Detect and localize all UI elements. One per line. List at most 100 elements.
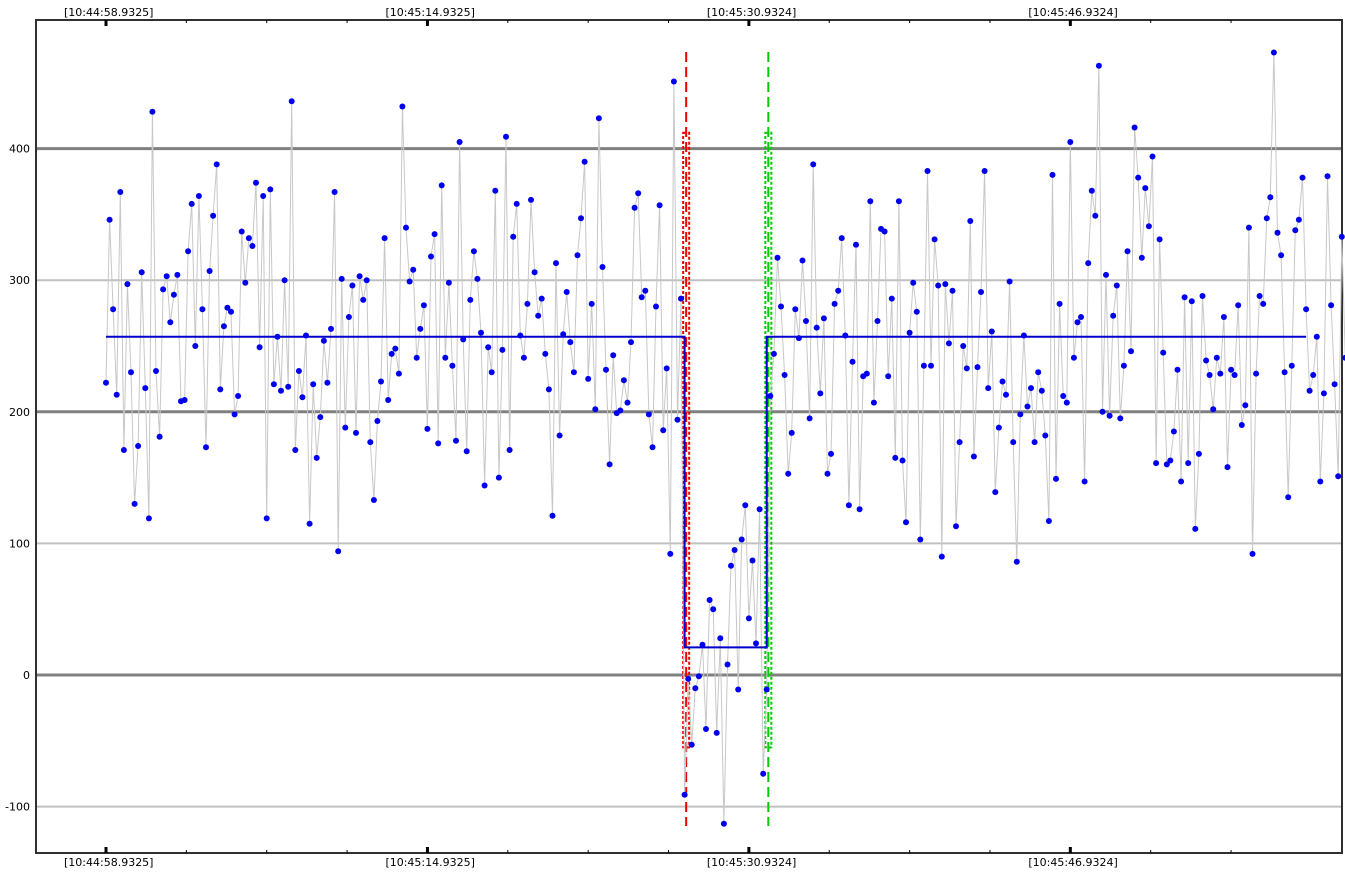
data-point bbox=[631, 204, 638, 211]
data-point bbox=[499, 346, 506, 353]
data-point bbox=[881, 228, 888, 235]
data-point bbox=[1110, 312, 1117, 319]
data-point bbox=[778, 303, 784, 310]
data-point bbox=[442, 354, 449, 361]
data-point bbox=[774, 254, 781, 261]
data-point bbox=[403, 224, 409, 231]
data-point bbox=[1178, 478, 1185, 485]
data-point bbox=[938, 553, 945, 560]
data-point bbox=[599, 264, 606, 270]
data-point bbox=[417, 325, 424, 332]
data-point bbox=[224, 304, 231, 311]
data-point bbox=[260, 193, 267, 199]
data-point bbox=[363, 277, 370, 284]
data-point bbox=[303, 332, 309, 339]
data-point bbox=[1228, 366, 1235, 373]
data-point bbox=[678, 295, 684, 302]
data-point bbox=[763, 686, 770, 693]
data-point bbox=[338, 275, 345, 282]
data-point bbox=[888, 295, 895, 302]
data-point bbox=[563, 289, 570, 295]
data-point bbox=[542, 350, 549, 357]
segment-mean-line bbox=[106, 335, 1307, 649]
data-point bbox=[817, 390, 824, 397]
data-point bbox=[163, 273, 170, 280]
data-point bbox=[585, 375, 592, 382]
data-point bbox=[288, 98, 295, 105]
data-point bbox=[510, 233, 517, 240]
data-point bbox=[420, 302, 427, 309]
data-point bbox=[131, 500, 138, 507]
data-point bbox=[992, 489, 999, 496]
data-point bbox=[899, 457, 906, 464]
data-point bbox=[1035, 369, 1042, 376]
data-point bbox=[167, 319, 174, 326]
data-point bbox=[142, 385, 149, 392]
change-start-band bbox=[682, 131, 691, 749]
data-point bbox=[342, 424, 349, 431]
data-point bbox=[567, 339, 574, 346]
data-point bbox=[1117, 415, 1124, 422]
data-point bbox=[874, 318, 881, 324]
data-point bbox=[1199, 293, 1206, 299]
data-point bbox=[399, 103, 406, 110]
data-point bbox=[1145, 223, 1152, 230]
series-points bbox=[103, 49, 1345, 827]
x-tick-label-bottom: [10:45:30.9324] bbox=[707, 856, 796, 869]
data-point bbox=[1328, 302, 1335, 309]
data-point bbox=[374, 418, 381, 424]
data-point bbox=[1099, 408, 1106, 415]
data-point bbox=[917, 536, 924, 543]
data-point bbox=[506, 447, 513, 453]
data-point bbox=[492, 187, 499, 194]
data-point bbox=[581, 158, 588, 165]
data-point bbox=[649, 444, 656, 451]
data-point bbox=[1028, 385, 1034, 392]
data-point bbox=[895, 198, 902, 205]
data-point bbox=[928, 362, 934, 369]
data-point bbox=[824, 470, 831, 477]
data-point bbox=[1067, 139, 1074, 145]
data-point bbox=[813, 324, 820, 331]
data-point bbox=[531, 269, 538, 276]
data-point bbox=[538, 295, 545, 302]
data-point bbox=[1042, 432, 1049, 439]
data-point bbox=[699, 641, 706, 648]
data-point bbox=[1188, 298, 1195, 305]
data-point bbox=[1024, 403, 1031, 410]
data-point bbox=[495, 474, 502, 481]
data-point bbox=[781, 372, 788, 378]
data-point bbox=[910, 279, 917, 286]
data-point bbox=[831, 300, 838, 307]
data-point bbox=[413, 354, 420, 361]
data-point bbox=[1174, 366, 1181, 373]
data-point bbox=[1049, 171, 1056, 178]
data-point bbox=[617, 407, 624, 414]
data-point bbox=[1181, 294, 1188, 301]
data-point bbox=[1278, 252, 1285, 259]
data-point bbox=[692, 685, 699, 692]
data-point bbox=[595, 115, 602, 122]
x-tick-label-bottom: [10:44:58.9325] bbox=[64, 856, 153, 869]
data-point bbox=[799, 257, 806, 264]
plot-border bbox=[35, 19, 1343, 854]
data-point bbox=[263, 515, 270, 522]
data-point bbox=[642, 287, 649, 294]
data-point bbox=[217, 386, 224, 393]
data-point bbox=[735, 686, 742, 693]
data-point bbox=[838, 235, 845, 242]
data-point bbox=[292, 447, 299, 453]
data-point bbox=[1317, 478, 1324, 485]
data-point bbox=[1270, 49, 1277, 56]
data-point bbox=[670, 78, 677, 85]
data-point bbox=[474, 275, 481, 282]
data-point bbox=[1299, 174, 1306, 181]
data-point bbox=[242, 279, 249, 286]
data-point bbox=[1103, 271, 1109, 278]
data-point bbox=[320, 337, 327, 344]
data-point bbox=[628, 339, 634, 346]
data-point bbox=[153, 368, 159, 374]
data-point bbox=[1192, 525, 1199, 532]
data-point bbox=[535, 312, 542, 319]
data-point bbox=[949, 287, 956, 294]
